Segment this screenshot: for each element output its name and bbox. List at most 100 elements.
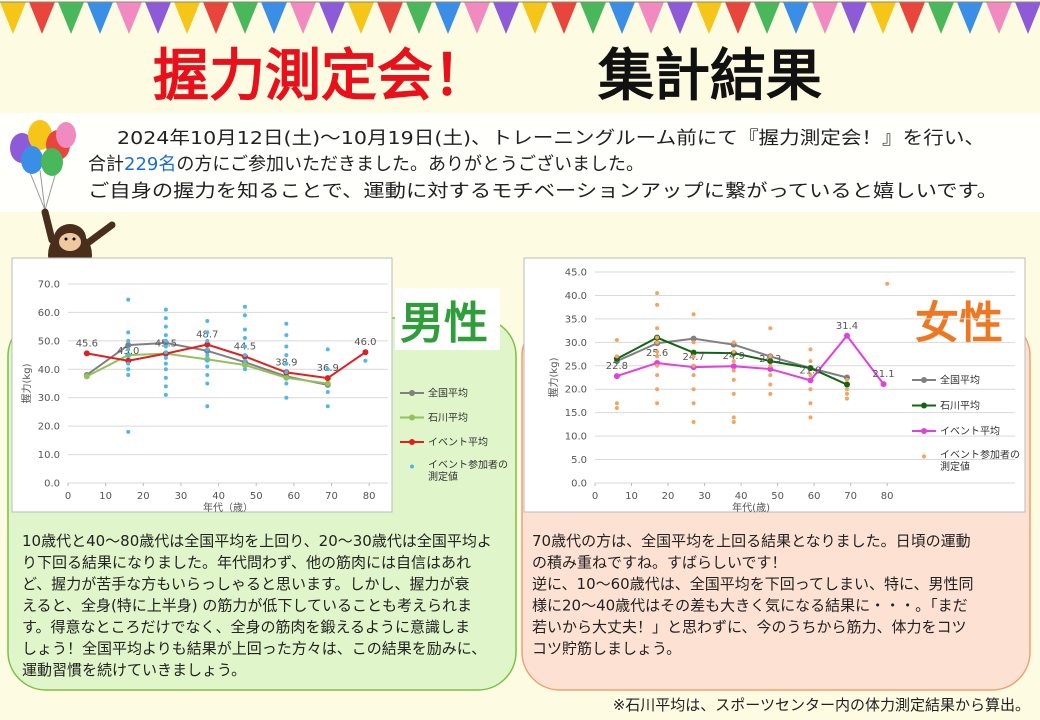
point (768, 363, 773, 368)
flag (435, 2, 461, 34)
point (126, 330, 131, 335)
panel-line: ど、握力が苦手な方もいらっしゃると思います。しかし、握力が衰 (22, 575, 469, 593)
panel-label: 男性 (400, 298, 488, 349)
chart: 0.0 10.0 20.0 30.0 40.0 50.0 60.0 70.0 0 10 20 30 40… (20, 280, 508, 515)
x-tick-label: 20 (137, 491, 150, 502)
y-tick-label: 10.0 (38, 450, 60, 461)
panel-line: しょう！全国平均よりも結果が上回った方々は、この結果を励みに、 (22, 640, 486, 658)
data-label: 45.6 (76, 338, 98, 349)
legend-swatch (921, 428, 927, 434)
point (284, 361, 289, 366)
flag (696, 2, 722, 34)
point (731, 359, 736, 364)
charts: 0.0 10.0 20.0 30.0 40.0 50.0 60.0 70.0 0 10 20 30 40… (20, 268, 1020, 515)
flag (174, 2, 200, 34)
point (768, 391, 773, 396)
flag (87, 2, 113, 34)
intro-line: 合計229名の方にご参加いただきました。ありがとうございました。 (88, 153, 644, 175)
x-tick-label: 30 (175, 491, 188, 502)
marker (83, 373, 90, 380)
x-tick-label: 80 (881, 491, 894, 502)
point (363, 358, 368, 363)
point (845, 391, 849, 396)
point (845, 377, 849, 382)
y-tick-label: 10.0 (565, 432, 587, 443)
flag (261, 2, 287, 34)
intro-line: 2024年10月12日(土)～10月19日(土)、トレーニングルーム前にて『握力… (117, 128, 985, 149)
marker (204, 341, 211, 348)
point (163, 350, 168, 355)
panel-line: 様に20～40歳代はその差も大きく気になる結果に・・・。「まだ (532, 597, 968, 615)
legend-label: 全国平均 (940, 374, 980, 387)
point (163, 375, 168, 380)
legend-swatch (921, 402, 927, 409)
point (126, 338, 131, 343)
point (691, 401, 696, 406)
chart-frame (11, 257, 393, 513)
point (655, 340, 660, 345)
point (325, 390, 330, 395)
marker (125, 357, 132, 364)
point (808, 347, 813, 352)
point (655, 335, 660, 340)
flag (957, 2, 983, 34)
data-label: 31.4 (836, 321, 858, 332)
flag (464, 2, 490, 34)
point (242, 327, 247, 332)
panel-text: 10歳代と40～80歳代は全国平均を上回り、20～30歳代は全国平均より下回る結… (22, 532, 974, 679)
marker (362, 349, 369, 356)
legend-label: 全国平均 (428, 387, 468, 400)
x-tick-label: 0 (592, 491, 598, 502)
flag (493, 2, 519, 34)
point (163, 338, 168, 343)
legend-label: イベント参加者の測定値 (428, 459, 508, 483)
panel-line: えると、全身(特に上半身) の筋力が低下していることも考えられま (22, 597, 472, 615)
point (325, 404, 330, 409)
flag (348, 2, 374, 34)
point (655, 401, 660, 406)
marker (125, 342, 132, 349)
y-tick-label: 60.0 (38, 308, 60, 319)
panel-line: 70歳代の方は、全国平均を上回る結果となりました。日頃の運動 (532, 532, 971, 550)
y-tick-label: 40.0 (565, 291, 587, 302)
y-tick-label: 45.0 (565, 268, 587, 279)
point (731, 391, 736, 396)
flag (667, 2, 693, 34)
marker (324, 375, 331, 382)
point (284, 353, 289, 358)
point (163, 355, 168, 360)
panel-line: の積み重ねですね。すばらしいです！ (532, 554, 787, 572)
point (284, 333, 289, 338)
marker (844, 381, 850, 388)
y-tick-label: 30.0 (38, 393, 60, 404)
marker (844, 332, 850, 339)
x-tick-label: 40 (212, 491, 225, 502)
point (691, 373, 696, 378)
point (731, 349, 736, 354)
series-line (86, 343, 366, 380)
marker (241, 362, 248, 369)
x-axis-label: 年代（歳） (203, 501, 253, 514)
point (163, 367, 168, 372)
point (126, 361, 131, 366)
point (691, 354, 696, 359)
flag (58, 2, 84, 34)
x-tick-label: 20 (662, 491, 675, 502)
point (242, 313, 247, 318)
data-label: 46.0 (354, 337, 376, 348)
flag (986, 2, 1012, 34)
point (242, 353, 247, 358)
x-tick-label: 0 (65, 491, 71, 502)
legend-swatch (409, 439, 415, 445)
point (242, 344, 247, 349)
marker (767, 366, 774, 373)
legend-swatch (409, 414, 415, 421)
point (284, 395, 289, 400)
x-tick-label: 50 (250, 491, 263, 502)
data-label: 22.8 (606, 361, 628, 372)
flag (928, 2, 954, 34)
point (242, 304, 247, 309)
point (205, 358, 210, 363)
x-tick-label: 50 (771, 491, 784, 502)
